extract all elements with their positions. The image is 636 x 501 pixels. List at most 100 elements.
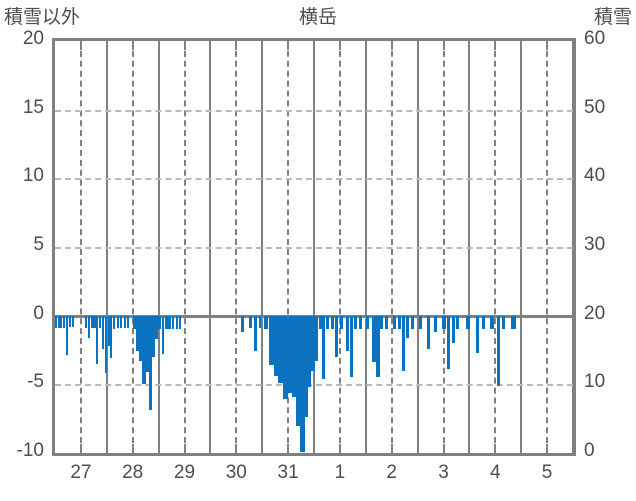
bar: [241, 315, 244, 333]
bar: [451, 315, 455, 344]
bar: [132, 315, 136, 330]
bar: [353, 315, 357, 330]
bar: [291, 315, 298, 397]
bar: [258, 315, 262, 329]
bar: [60, 315, 63, 329]
left-axis-title: 積雪以外: [4, 7, 81, 28]
bar: [278, 315, 284, 383]
bar: [427, 315, 431, 349]
bar: [55, 315, 58, 329]
x-tick-top: [183, 41, 186, 50]
x-tick-top: [131, 41, 134, 50]
bar: [376, 315, 380, 378]
bar: [168, 315, 171, 330]
bar: [263, 315, 269, 330]
bar: [99, 315, 102, 329]
bar: [165, 315, 168, 330]
bar: [334, 315, 338, 357]
bar: [304, 315, 309, 418]
bar: [282, 315, 288, 400]
bar: [96, 315, 99, 364]
x-tick-top: [235, 41, 238, 50]
y-tick-label-right: 10: [584, 371, 606, 393]
bar: [110, 315, 113, 359]
x-tick-label: 1: [334, 462, 346, 483]
bar: [287, 315, 293, 393]
x-tick-label: 30: [225, 462, 247, 483]
x-tick-bottom: [183, 444, 186, 453]
bar: [149, 315, 152, 411]
bar: [300, 315, 305, 452]
bar: [466, 315, 471, 330]
bar: [65, 315, 68, 356]
bar: [88, 315, 91, 338]
bar: [511, 315, 517, 330]
x-tick-label: 31: [277, 462, 299, 483]
bar: [441, 315, 447, 330]
bar: [339, 315, 344, 330]
x-tick-top: [79, 41, 82, 50]
bar: [314, 315, 319, 361]
y-gridline: [55, 384, 573, 387]
y-tick-label-right: 30: [584, 234, 606, 255]
bar: [142, 315, 146, 385]
bar: [68, 315, 71, 327]
bar: [490, 315, 494, 330]
y-gridline: [55, 178, 573, 181]
bar: [178, 315, 181, 330]
bar: [90, 315, 93, 329]
bar: [311, 315, 315, 371]
x-tick-bottom: [338, 444, 341, 453]
bar: [126, 315, 129, 329]
bar: [249, 315, 252, 329]
y-tick-label-right: 40: [584, 165, 606, 187]
bar: [101, 315, 104, 349]
bar: [123, 315, 126, 329]
bar: [419, 315, 423, 330]
bar: [393, 315, 397, 330]
y-tick-label-left: 15: [22, 96, 44, 118]
bar: [322, 315, 326, 379]
bar: [433, 315, 438, 333]
bar: [446, 315, 450, 370]
bar: [502, 315, 506, 330]
bar: [254, 315, 257, 352]
x-tick-bottom: [546, 444, 549, 453]
x-tick-label: 27: [70, 462, 92, 483]
x-tick-label: 29: [173, 462, 196, 483]
bar: [175, 315, 179, 330]
bar: [405, 315, 409, 338]
bar: [308, 315, 312, 388]
bar: [372, 315, 376, 363]
bar: [139, 315, 143, 361]
x-tick-bottom: [79, 444, 82, 453]
y-gridline: [55, 109, 573, 112]
y-tick-label-right: 60: [584, 28, 606, 49]
x-tick-bottom: [131, 444, 134, 453]
bar: [349, 315, 353, 378]
x-tick-bottom: [494, 444, 497, 453]
chart-title: 横岳: [298, 7, 337, 28]
bar: [62, 315, 65, 329]
plot-inner: [55, 41, 573, 453]
y-tick-label-right: 0: [584, 440, 595, 461]
y-tick-label-left: -10: [16, 440, 44, 461]
bar: [268, 315, 274, 366]
bar: [398, 315, 402, 330]
bar: [71, 315, 74, 327]
bar: [117, 315, 120, 329]
y-tick-label-right: 20: [584, 302, 606, 324]
x-tick-top: [390, 41, 393, 50]
x-tick-label: 5: [541, 462, 553, 483]
x-tick-label: 28: [122, 462, 144, 483]
bar: [120, 315, 123, 329]
x-tick-top: [442, 41, 445, 50]
bar: [85, 315, 88, 329]
bar: [57, 315, 60, 329]
bar: [380, 315, 383, 330]
bar: [359, 315, 363, 330]
bar: [296, 315, 302, 426]
bar: [93, 315, 96, 329]
y-gridline: [55, 247, 573, 249]
bar: [385, 315, 389, 330]
